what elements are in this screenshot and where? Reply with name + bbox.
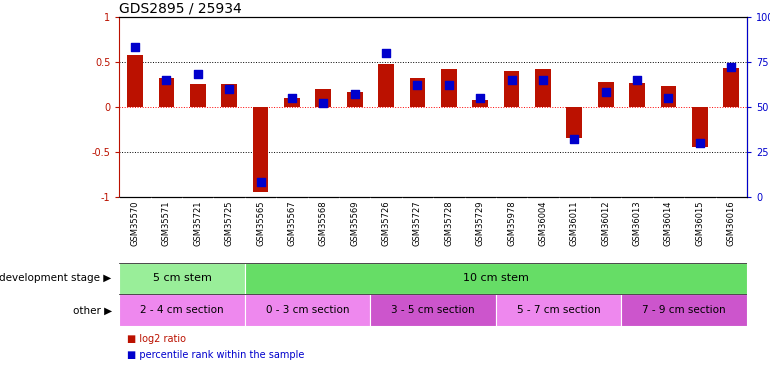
Bar <box>370 294 496 326</box>
Text: GSM35567: GSM35567 <box>287 200 296 246</box>
Text: 10 cm stem: 10 cm stem <box>463 273 529 284</box>
Point <box>317 100 330 106</box>
Text: GSM36016: GSM36016 <box>727 200 735 246</box>
Bar <box>253 107 269 192</box>
Point <box>349 91 361 97</box>
Point <box>411 82 424 88</box>
Text: 3 - 5 cm section: 3 - 5 cm section <box>391 305 475 315</box>
Point <box>160 77 172 83</box>
Bar <box>346 92 363 107</box>
Point <box>537 77 549 83</box>
Bar <box>504 71 520 107</box>
Point <box>505 77 517 83</box>
Bar <box>159 78 174 107</box>
Text: GSM35568: GSM35568 <box>319 200 328 246</box>
Text: 7 - 9 cm section: 7 - 9 cm section <box>642 305 726 315</box>
Text: GSM36012: GSM36012 <box>601 200 610 246</box>
Text: GSM35726: GSM35726 <box>382 200 390 246</box>
Bar <box>629 82 645 107</box>
Bar <box>245 294 370 326</box>
Text: GSM36013: GSM36013 <box>633 200 641 246</box>
Text: 5 cm stem: 5 cm stem <box>152 273 212 284</box>
Text: GSM35565: GSM35565 <box>256 200 265 246</box>
Bar <box>127 55 143 107</box>
Point <box>568 136 581 142</box>
Point <box>254 180 266 186</box>
Bar <box>284 98 300 107</box>
Bar <box>621 294 747 326</box>
Bar <box>119 262 245 294</box>
Text: development stage ▶: development stage ▶ <box>0 273 112 284</box>
Text: GSM35721: GSM35721 <box>193 200 203 246</box>
Text: GSM36004: GSM36004 <box>538 200 547 246</box>
Bar <box>410 78 425 107</box>
Point <box>725 64 738 70</box>
Text: other ▶: other ▶ <box>72 305 112 315</box>
Point <box>694 140 706 146</box>
Text: GSM35570: GSM35570 <box>131 200 139 246</box>
Text: GSM36011: GSM36011 <box>570 200 579 246</box>
Bar <box>472 100 488 107</box>
Text: GSM35978: GSM35978 <box>507 200 516 246</box>
Point <box>192 72 204 78</box>
Bar <box>598 82 614 107</box>
Text: GSM35728: GSM35728 <box>444 200 454 246</box>
Text: 5 - 7 cm section: 5 - 7 cm section <box>517 305 601 315</box>
Bar <box>221 84 237 107</box>
Text: GSM35729: GSM35729 <box>476 200 484 246</box>
Point <box>286 95 298 101</box>
Point <box>443 82 455 88</box>
Bar <box>441 69 457 107</box>
Bar <box>316 89 331 107</box>
Text: 0 - 3 cm section: 0 - 3 cm section <box>266 305 350 315</box>
Text: GSM35727: GSM35727 <box>413 200 422 246</box>
Bar <box>535 69 551 107</box>
Text: GSM36015: GSM36015 <box>695 200 705 246</box>
Bar <box>692 107 708 147</box>
Point <box>662 95 675 101</box>
Point <box>129 45 141 51</box>
Point <box>474 95 487 101</box>
Point <box>223 86 236 92</box>
Text: GSM35571: GSM35571 <box>162 200 171 246</box>
Bar <box>496 294 621 326</box>
Text: GDS2895 / 25934: GDS2895 / 25934 <box>119 2 242 16</box>
Text: GSM35569: GSM35569 <box>350 200 359 246</box>
Text: ■ percentile rank within the sample: ■ percentile rank within the sample <box>127 350 304 360</box>
Point <box>600 90 612 96</box>
Text: ■ log2 ratio: ■ log2 ratio <box>127 334 186 344</box>
Bar <box>378 64 394 107</box>
Text: 2 - 4 cm section: 2 - 4 cm section <box>140 305 224 315</box>
Bar <box>119 294 245 326</box>
Bar <box>190 84 206 107</box>
Bar <box>245 262 747 294</box>
Bar <box>567 107 582 138</box>
Bar <box>661 86 676 107</box>
Point <box>380 50 392 56</box>
Bar <box>723 68 739 107</box>
Text: GSM36014: GSM36014 <box>664 200 673 246</box>
Text: GSM35725: GSM35725 <box>225 200 233 246</box>
Point <box>631 77 643 83</box>
